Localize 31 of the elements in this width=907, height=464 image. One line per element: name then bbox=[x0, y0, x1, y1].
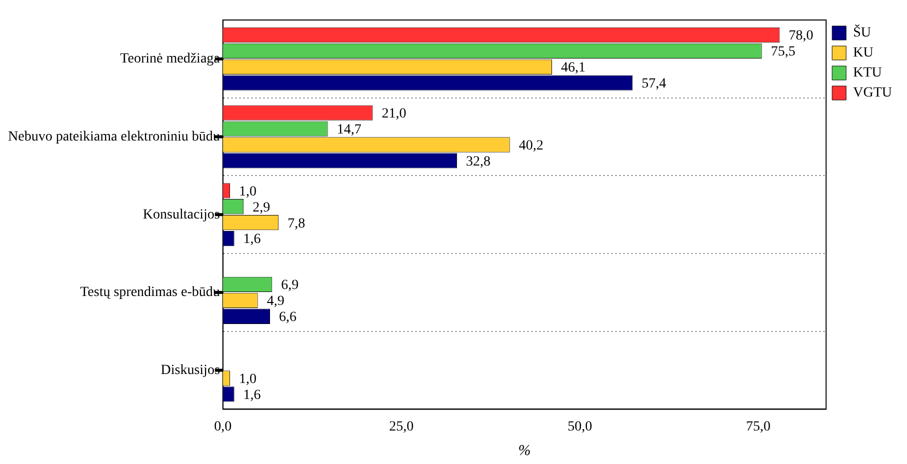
data-label: 7,8 bbox=[288, 216, 306, 232]
data-label: 21,0 bbox=[382, 106, 406, 122]
data-label: 75,5 bbox=[770, 44, 796, 60]
legend-label: KU bbox=[853, 46, 874, 61]
y-tick-label: Teorinė medžiaga bbox=[120, 52, 221, 67]
data-label: 1,0 bbox=[239, 372, 257, 387]
x-tick-label: 50,0 bbox=[568, 419, 592, 434]
data-label: 1,6 bbox=[243, 388, 261, 403]
data-label: 1,0 bbox=[239, 184, 257, 200]
y-tick-label: Testų sprendimas e-būdu bbox=[80, 285, 220, 300]
data-label: 6,9 bbox=[281, 278, 299, 294]
data-label: 57,4 bbox=[642, 76, 666, 92]
x-tick-label: 0,0 bbox=[214, 419, 232, 434]
x-tick-label: 25,0 bbox=[389, 419, 414, 434]
y-tick-label: Konsultacijos bbox=[142, 207, 220, 222]
data-label: 40,2 bbox=[518, 138, 544, 154]
legend-label: KTU bbox=[853, 66, 882, 81]
data-label: 1,6 bbox=[243, 232, 261, 248]
y-tick-label: Diskusijos bbox=[160, 362, 220, 378]
x-axis-title: % bbox=[518, 442, 531, 459]
data-label: 2,9 bbox=[252, 200, 270, 216]
legend-label: ŠU bbox=[853, 24, 872, 41]
data-label: 14,7 bbox=[336, 122, 362, 138]
data-label: 4,9 bbox=[266, 294, 284, 310]
legend-label: VGTU bbox=[853, 86, 892, 101]
data-label: 78,0 bbox=[788, 28, 814, 44]
x-tick-label: 75,0 bbox=[746, 419, 771, 434]
data-label: 6,6 bbox=[279, 310, 297, 326]
data-label: 32,8 bbox=[466, 154, 491, 170]
data-label: 46,1 bbox=[560, 60, 586, 76]
y-tick-label: Nebuvo pateikiama elektroniniu būdu bbox=[8, 129, 220, 144]
